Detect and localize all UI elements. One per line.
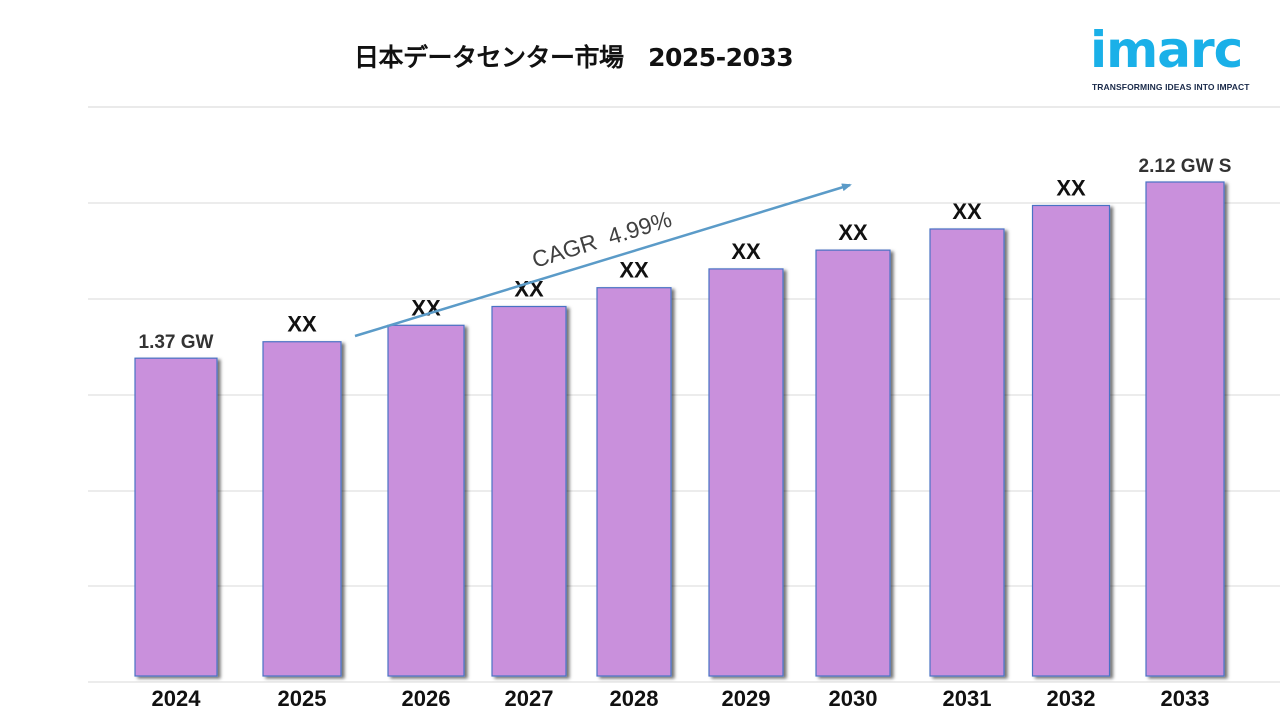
x-tick-label: 2033	[1161, 686, 1210, 711]
bar-2027	[491, 305, 567, 677]
x-tick-label: 2032	[1047, 686, 1096, 711]
data-label-2030: XX	[838, 220, 868, 245]
data-label-2025: XX	[287, 312, 317, 337]
data-label-2029: XX	[731, 239, 761, 264]
x-tick-label: 2031	[943, 686, 992, 711]
data-label-2024: 1.37 GW	[139, 332, 214, 353]
data-label-2032: XX	[1056, 175, 1086, 200]
bars	[134, 181, 1225, 677]
imarc-logo: imarc TRANSFORMING IDEAS INTO IMPACT	[1090, 18, 1265, 98]
bar-2024	[134, 357, 218, 677]
bar-2032	[1031, 204, 1111, 677]
data-label-2028: XX	[619, 258, 649, 283]
x-tick-label: 2028	[610, 686, 659, 711]
x-tick-label: 2030	[829, 686, 878, 711]
x-tick-label: 2027	[505, 686, 554, 711]
bar-2028	[596, 287, 672, 677]
cagr-arrow	[354, 183, 852, 338]
x-tick-label: 2026	[402, 686, 451, 711]
x-axis-ticks: 2024 2025 2026 2027 2028 2029 2030 2031 2032 2033	[152, 686, 1210, 711]
logo-tagline: TRANSFORMING IDEAS INTO IMPACT	[1092, 82, 1250, 92]
chart-title: 日本データセンター市場 2025-2033	[354, 43, 794, 72]
x-tick-label: 2024	[152, 686, 202, 711]
data-label-2031: XX	[952, 199, 982, 224]
bar-2029	[708, 268, 784, 677]
bar-2031	[929, 228, 1005, 677]
bar-2026	[387, 324, 465, 677]
x-tick-label: 2029	[722, 686, 771, 711]
bar-2025	[262, 341, 342, 677]
bar-2030	[815, 249, 891, 677]
x-tick-label: 2025	[278, 686, 327, 711]
logo-wordmark: imarc	[1090, 21, 1243, 79]
bar-2033	[1145, 181, 1225, 677]
cagr-label: CAGR 4.99%	[529, 206, 675, 273]
data-label-2033: 2.12 GW S	[1139, 156, 1232, 177]
